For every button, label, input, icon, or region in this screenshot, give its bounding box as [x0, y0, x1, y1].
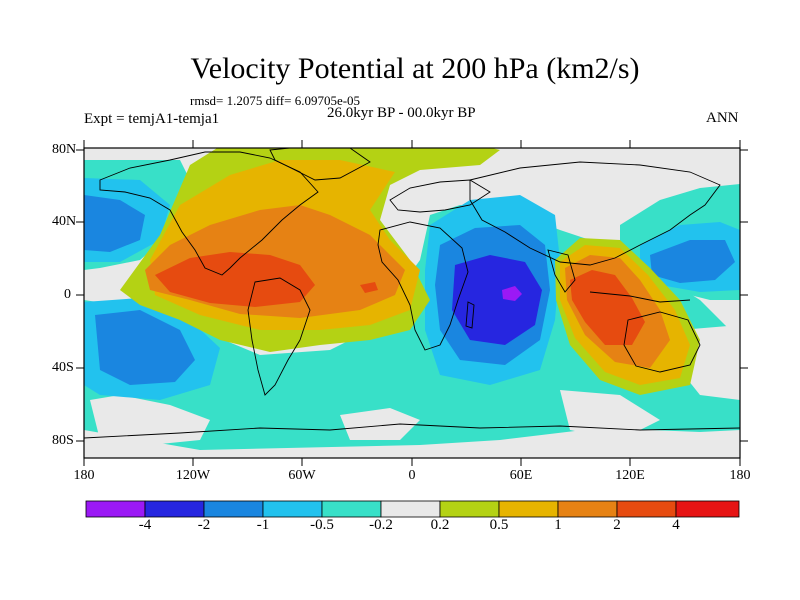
colorbar-label: 0.5: [489, 517, 509, 533]
colorbar-label: -0.5: [310, 517, 334, 533]
contour-indian-neg2: [452, 255, 542, 345]
period-label: 26.0kyr BP - 00.0kyr BP: [327, 105, 476, 121]
colorbar-box: [321, 500, 382, 518]
colorbar-label: 2: [613, 517, 621, 533]
contour-gap-neutral-1: [90, 395, 210, 445]
colorbar-label: 0.2: [430, 517, 450, 533]
y-tick-label: 40S: [52, 360, 74, 375]
y-tick-label: 0: [64, 287, 71, 302]
coast-antarctica: [84, 423, 740, 439]
stats-text: rmsd= 1.2075 diff= 6.09705e-05: [190, 93, 361, 108]
contour-maritime-pos3: [570, 270, 645, 345]
contour-gap-neutral-2: [340, 408, 420, 440]
contour-south-pacific-neg2: [95, 310, 195, 385]
y-tick-label: 80S: [52, 433, 74, 448]
contour-field: [84, 148, 740, 458]
colorbar-box: [144, 500, 205, 518]
coast-africa: [377, 221, 469, 351]
experiment-label: Expt = temjA1-temja1: [84, 111, 220, 127]
contour-atlantic-pos3b: [360, 282, 378, 293]
contour-nwpacific-neg2: [650, 240, 735, 283]
contour-atlantic-pos3: [155, 252, 315, 307]
x-tick-label: 120W: [175, 468, 211, 483]
colorbar-box: [439, 500, 500, 518]
colorbar-box: [557, 500, 618, 518]
colorbar-box: [262, 500, 323, 518]
contour-north-pacific-neg2: [84, 195, 145, 252]
colorbar-label: -4: [138, 517, 152, 533]
colorbar-label: -1: [256, 517, 270, 533]
y-tick-label: 80N: [52, 142, 77, 157]
coast-south-america: [247, 277, 311, 396]
x-tick-label: 0: [408, 468, 416, 483]
coast-madagascar: [465, 301, 475, 329]
coast-india: [547, 249, 576, 293]
x-tick-label: 60W: [288, 468, 316, 483]
coastlines: [84, 148, 740, 439]
coast-europe: [389, 179, 491, 213]
colorbar-box: [203, 500, 264, 518]
coast-indonesia: [589, 291, 691, 303]
colorbar-box: [85, 500, 146, 518]
colorbar-label: -2: [197, 517, 211, 533]
colorbar-box: [380, 500, 441, 518]
colorbar-box: [616, 500, 677, 518]
coast-australia: [623, 311, 701, 373]
colorbar-label: 1: [554, 517, 562, 533]
colorbar-label: -0.2: [369, 517, 393, 533]
colorbar: [85, 500, 740, 518]
season-label: ANN: [706, 110, 739, 126]
x-tick-label: 120E: [615, 468, 645, 483]
x-tick-label: 60E: [509, 468, 533, 483]
x-tick-label: 180: [73, 468, 95, 483]
colorbar-box: [675, 500, 740, 518]
axis-ticks: [76, 140, 748, 466]
coast-asia: [469, 161, 721, 266]
colorbar-label: 4: [672, 517, 680, 533]
coast-north-america: [99, 151, 319, 276]
colorbar-box: [498, 500, 559, 518]
y-tick-label: 40N: [52, 214, 77, 229]
contour-indian-neg3: [502, 286, 522, 301]
x-tick-label: 180: [729, 468, 751, 483]
chart-title: Velocity Potential at 200 hPa (km2/s): [190, 52, 640, 85]
coast-greenland: [269, 148, 371, 181]
